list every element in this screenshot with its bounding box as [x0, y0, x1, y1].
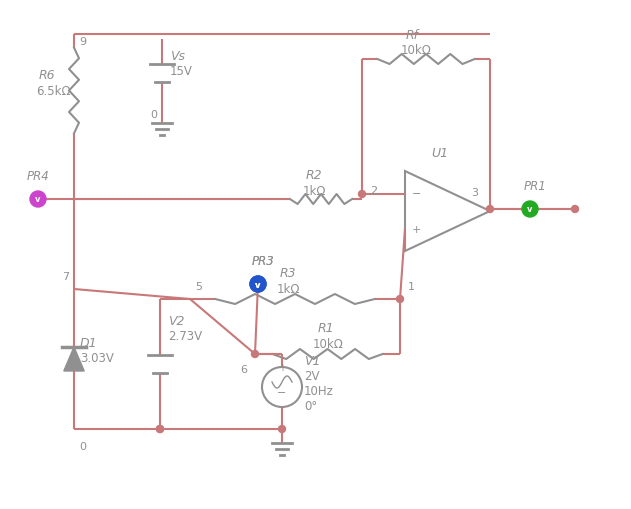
Text: 10Hz: 10Hz: [304, 384, 334, 397]
Text: 0: 0: [79, 441, 86, 451]
Text: 2.73V: 2.73V: [168, 329, 202, 343]
Circle shape: [522, 202, 538, 217]
Text: V1: V1: [304, 354, 321, 367]
Text: 15V: 15V: [170, 65, 193, 78]
Text: R6: R6: [39, 68, 56, 81]
Text: −: −: [277, 387, 286, 397]
Text: v: v: [528, 205, 533, 214]
Text: 1kΩ: 1kΩ: [277, 282, 300, 295]
Text: 9: 9: [79, 37, 86, 47]
Text: PR4: PR4: [27, 169, 49, 183]
Circle shape: [396, 296, 403, 303]
Circle shape: [487, 206, 493, 213]
Text: −: −: [412, 189, 422, 199]
Text: 1: 1: [408, 281, 415, 292]
Text: 3: 3: [471, 188, 478, 197]
Text: 10kΩ: 10kΩ: [312, 337, 343, 350]
Text: U1: U1: [432, 147, 449, 160]
Circle shape: [156, 426, 163, 433]
Circle shape: [252, 351, 259, 358]
Text: 3.03V: 3.03V: [80, 351, 114, 364]
Polygon shape: [64, 347, 84, 371]
Text: 5: 5: [195, 281, 202, 292]
Text: PR1: PR1: [524, 180, 546, 192]
Text: 2V: 2V: [304, 369, 319, 382]
Text: 6: 6: [240, 364, 247, 374]
Circle shape: [156, 426, 163, 433]
Circle shape: [358, 191, 365, 198]
Text: 0°: 0°: [304, 399, 317, 412]
Text: +: +: [412, 224, 422, 234]
Text: PR3: PR3: [252, 254, 274, 267]
Text: +: +: [278, 362, 286, 372]
Text: R2: R2: [306, 168, 322, 182]
Text: v: v: [256, 280, 261, 289]
Text: R3: R3: [280, 267, 297, 279]
Text: v: v: [256, 280, 261, 289]
Text: 1kΩ: 1kΩ: [303, 185, 326, 197]
Text: 10kΩ: 10kΩ: [401, 44, 432, 57]
Text: D1: D1: [80, 336, 98, 349]
Text: R1: R1: [317, 321, 334, 334]
Text: 6.5kΩ: 6.5kΩ: [36, 84, 71, 97]
Circle shape: [250, 276, 266, 293]
Text: 7: 7: [62, 271, 69, 281]
Circle shape: [30, 191, 46, 208]
Text: 2: 2: [370, 186, 377, 195]
Text: Rf: Rf: [406, 29, 419, 42]
Text: 0: 0: [150, 110, 157, 120]
Text: PR3: PR3: [252, 254, 274, 267]
Text: v: v: [35, 195, 41, 204]
Circle shape: [572, 206, 579, 213]
Circle shape: [250, 276, 266, 293]
Text: V2: V2: [168, 315, 184, 327]
Circle shape: [278, 426, 285, 433]
Text: Vs: Vs: [170, 50, 185, 63]
